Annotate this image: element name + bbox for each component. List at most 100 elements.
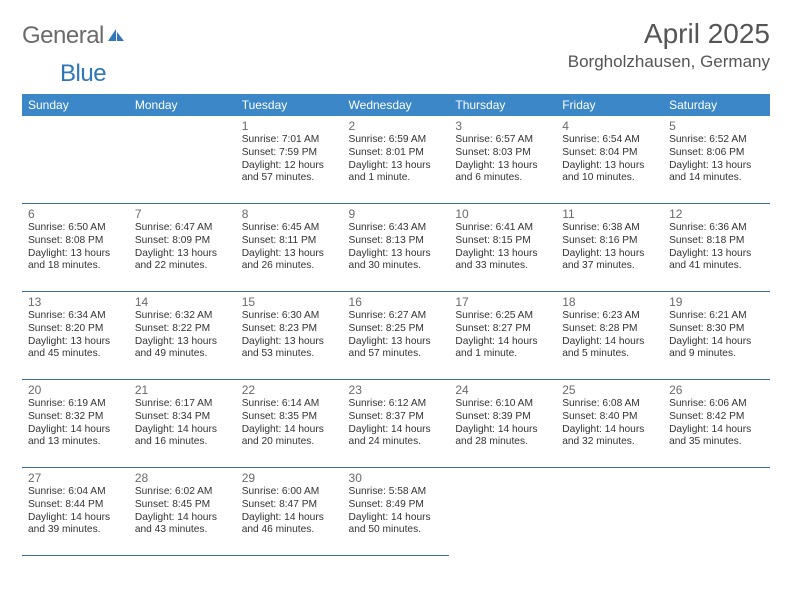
calendar-cell: 24Sunrise: 6:10 AMSunset: 8:39 PMDayligh… bbox=[449, 380, 556, 468]
day-details: Sunrise: 6:50 AMSunset: 8:08 PMDaylight:… bbox=[28, 222, 123, 273]
sunset-line: Sunset: 8:27 PM bbox=[455, 323, 550, 336]
daylight-line: Daylight: 13 hours and 49 minutes. bbox=[135, 336, 230, 362]
calendar-cell: 14Sunrise: 6:32 AMSunset: 8:22 PMDayligh… bbox=[129, 292, 236, 380]
sunset-line: Sunset: 8:45 PM bbox=[135, 499, 230, 512]
calendar-cell: 27Sunrise: 6:04 AMSunset: 8:44 PMDayligh… bbox=[22, 468, 129, 556]
daylight-line: Daylight: 14 hours and 46 minutes. bbox=[242, 512, 337, 538]
day-number: 7 bbox=[135, 207, 230, 221]
daylight-line: Daylight: 14 hours and 39 minutes. bbox=[28, 512, 123, 538]
calendar-cell-empty bbox=[449, 468, 556, 556]
calendar-cell: 7Sunrise: 6:47 AMSunset: 8:09 PMDaylight… bbox=[129, 204, 236, 292]
day-number: 15 bbox=[242, 295, 337, 309]
sunset-line: Sunset: 8:32 PM bbox=[28, 411, 123, 424]
day-details: Sunrise: 6:17 AMSunset: 8:34 PMDaylight:… bbox=[135, 398, 230, 449]
calendar-cell: 6Sunrise: 6:50 AMSunset: 8:08 PMDaylight… bbox=[22, 204, 129, 292]
day-number: 8 bbox=[242, 207, 337, 221]
sunrise-line: Sunrise: 6:34 AM bbox=[28, 310, 123, 323]
sunset-line: Sunset: 8:22 PM bbox=[135, 323, 230, 336]
day-details: Sunrise: 6:06 AMSunset: 8:42 PMDaylight:… bbox=[669, 398, 764, 449]
day-details: Sunrise: 6:02 AMSunset: 8:45 PMDaylight:… bbox=[135, 486, 230, 537]
sunset-line: Sunset: 8:40 PM bbox=[562, 411, 657, 424]
day-details: Sunrise: 6:12 AMSunset: 8:37 PMDaylight:… bbox=[349, 398, 444, 449]
sunrise-line: Sunrise: 6:23 AM bbox=[562, 310, 657, 323]
sunset-line: Sunset: 8:03 PM bbox=[455, 147, 550, 160]
calendar-cell-empty bbox=[663, 468, 770, 556]
day-number: 25 bbox=[562, 383, 657, 397]
day-number: 28 bbox=[135, 471, 230, 485]
day-number: 22 bbox=[242, 383, 337, 397]
sunset-line: Sunset: 8:42 PM bbox=[669, 411, 764, 424]
sunrise-line: Sunrise: 6:25 AM bbox=[455, 310, 550, 323]
calendar-cell: 18Sunrise: 6:23 AMSunset: 8:28 PMDayligh… bbox=[556, 292, 663, 380]
sunrise-line: Sunrise: 6:41 AM bbox=[455, 222, 550, 235]
day-number: 27 bbox=[28, 471, 123, 485]
sunrise-line: Sunrise: 6:02 AM bbox=[135, 486, 230, 499]
day-details: Sunrise: 6:30 AMSunset: 8:23 PMDaylight:… bbox=[242, 310, 337, 361]
daylight-line: Daylight: 14 hours and 1 minute. bbox=[455, 336, 550, 362]
daylight-line: Daylight: 13 hours and 1 minute. bbox=[349, 160, 444, 186]
sunrise-line: Sunrise: 7:01 AM bbox=[242, 134, 337, 147]
daylight-line: Daylight: 13 hours and 33 minutes. bbox=[455, 248, 550, 274]
sunrise-line: Sunrise: 6:50 AM bbox=[28, 222, 123, 235]
sunrise-line: Sunrise: 6:08 AM bbox=[562, 398, 657, 411]
daylight-line: Daylight: 13 hours and 14 minutes. bbox=[669, 160, 764, 186]
calendar-cell-empty bbox=[556, 468, 663, 556]
day-details: Sunrise: 6:14 AMSunset: 8:35 PMDaylight:… bbox=[242, 398, 337, 449]
logo-text: GeneralBlue bbox=[22, 22, 126, 88]
daylight-line: Daylight: 13 hours and 22 minutes. bbox=[135, 248, 230, 274]
day-number: 1 bbox=[242, 119, 337, 133]
day-details: Sunrise: 6:47 AMSunset: 8:09 PMDaylight:… bbox=[135, 222, 230, 273]
day-details: Sunrise: 6:38 AMSunset: 8:16 PMDaylight:… bbox=[562, 222, 657, 273]
day-details: Sunrise: 6:04 AMSunset: 8:44 PMDaylight:… bbox=[28, 486, 123, 537]
daylight-line: Daylight: 14 hours and 32 minutes. bbox=[562, 424, 657, 450]
sunset-line: Sunset: 8:39 PM bbox=[455, 411, 550, 424]
calendar-page: GeneralBlue April 2025 Borgholzhausen, G… bbox=[0, 0, 792, 574]
sunset-line: Sunset: 8:08 PM bbox=[28, 235, 123, 248]
day-details: Sunrise: 6:36 AMSunset: 8:18 PMDaylight:… bbox=[669, 222, 764, 273]
day-details: Sunrise: 6:25 AMSunset: 8:27 PMDaylight:… bbox=[455, 310, 550, 361]
day-details: Sunrise: 6:32 AMSunset: 8:22 PMDaylight:… bbox=[135, 310, 230, 361]
sunset-line: Sunset: 8:23 PM bbox=[242, 323, 337, 336]
day-number: 14 bbox=[135, 295, 230, 309]
sunrise-line: Sunrise: 6:14 AM bbox=[242, 398, 337, 411]
day-header: Wednesday bbox=[343, 94, 450, 116]
daylight-line: Daylight: 13 hours and 10 minutes. bbox=[562, 160, 657, 186]
day-number: 21 bbox=[135, 383, 230, 397]
sunset-line: Sunset: 8:13 PM bbox=[349, 235, 444, 248]
sunset-line: Sunset: 8:11 PM bbox=[242, 235, 337, 248]
daylight-line: Daylight: 14 hours and 13 minutes. bbox=[28, 424, 123, 450]
sail-icon bbox=[106, 22, 126, 50]
sunrise-line: Sunrise: 6:27 AM bbox=[349, 310, 444, 323]
calendar-cell: 21Sunrise: 6:17 AMSunset: 8:34 PMDayligh… bbox=[129, 380, 236, 468]
day-number: 29 bbox=[242, 471, 337, 485]
logo: GeneralBlue bbox=[22, 22, 126, 88]
sunset-line: Sunset: 8:37 PM bbox=[349, 411, 444, 424]
daylight-line: Daylight: 13 hours and 6 minutes. bbox=[455, 160, 550, 186]
sunrise-line: Sunrise: 6:32 AM bbox=[135, 310, 230, 323]
day-number: 30 bbox=[349, 471, 444, 485]
day-header: Saturday bbox=[663, 94, 770, 116]
daylight-line: Daylight: 13 hours and 37 minutes. bbox=[562, 248, 657, 274]
sunset-line: Sunset: 7:59 PM bbox=[242, 147, 337, 160]
location: Borgholzhausen, Germany bbox=[568, 52, 770, 72]
month-title: April 2025 bbox=[568, 18, 770, 50]
calendar-cell: 25Sunrise: 6:08 AMSunset: 8:40 PMDayligh… bbox=[556, 380, 663, 468]
sunset-line: Sunset: 8:18 PM bbox=[669, 235, 764, 248]
day-header: Monday bbox=[129, 94, 236, 116]
calendar-row: 6Sunrise: 6:50 AMSunset: 8:08 PMDaylight… bbox=[22, 204, 770, 292]
calendar-row: 27Sunrise: 6:04 AMSunset: 8:44 PMDayligh… bbox=[22, 468, 770, 556]
day-details: Sunrise: 6:10 AMSunset: 8:39 PMDaylight:… bbox=[455, 398, 550, 449]
day-details: Sunrise: 7:01 AMSunset: 7:59 PMDaylight:… bbox=[242, 134, 337, 185]
calendar-cell: 29Sunrise: 6:00 AMSunset: 8:47 PMDayligh… bbox=[236, 468, 343, 556]
day-details: Sunrise: 6:00 AMSunset: 8:47 PMDaylight:… bbox=[242, 486, 337, 537]
sunrise-line: Sunrise: 6:45 AM bbox=[242, 222, 337, 235]
calendar-body: 1Sunrise: 7:01 AMSunset: 7:59 PMDaylight… bbox=[22, 116, 770, 556]
calendar-head: SundayMondayTuesdayWednesdayThursdayFrid… bbox=[22, 94, 770, 116]
calendar-cell: 2Sunrise: 6:59 AMSunset: 8:01 PMDaylight… bbox=[343, 116, 450, 204]
day-details: Sunrise: 6:57 AMSunset: 8:03 PMDaylight:… bbox=[455, 134, 550, 185]
sunrise-line: Sunrise: 6:17 AM bbox=[135, 398, 230, 411]
calendar-row: 1Sunrise: 7:01 AMSunset: 7:59 PMDaylight… bbox=[22, 116, 770, 204]
day-details: Sunrise: 6:43 AMSunset: 8:13 PMDaylight:… bbox=[349, 222, 444, 273]
sunrise-line: Sunrise: 6:38 AM bbox=[562, 222, 657, 235]
sunset-line: Sunset: 8:49 PM bbox=[349, 499, 444, 512]
